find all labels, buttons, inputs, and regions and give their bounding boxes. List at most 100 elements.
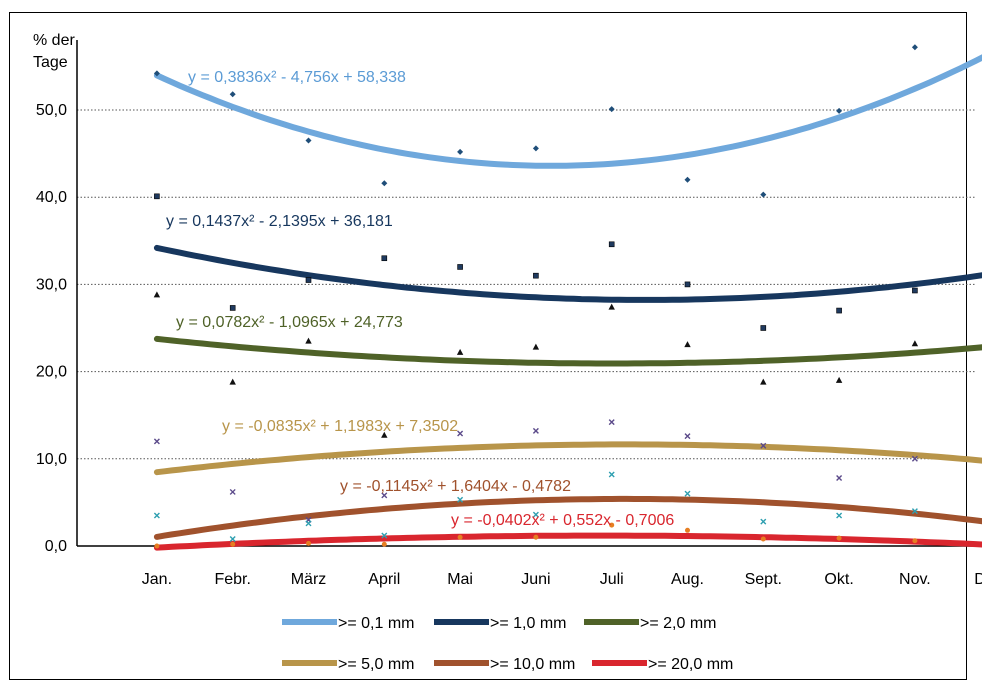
x-tick-label: Juli [600, 571, 624, 588]
data-point [835, 376, 843, 383]
trendline-0 [153, 54, 982, 169]
data-point [153, 512, 160, 519]
data-point [456, 348, 464, 355]
legend-item: >= 2,0 mm [584, 615, 716, 632]
data-point [229, 378, 236, 385]
data-point [684, 176, 691, 183]
x-tick-label: Jan. [142, 571, 172, 588]
data-point [684, 433, 691, 440]
data-point [154, 193, 160, 200]
data-point [381, 431, 388, 438]
x-tick-label: Juni [521, 571, 550, 588]
legend-label: >= 0,1 mm [338, 615, 414, 632]
x-tick-label: Febr. [214, 571, 250, 588]
data-point [836, 512, 843, 519]
data-point [912, 538, 918, 544]
legend-item: >= 1,0 mm [434, 615, 566, 632]
data-point [836, 535, 842, 541]
data-point [229, 488, 236, 495]
data-point [305, 137, 312, 144]
trendline-2 [153, 335, 982, 367]
data-point [836, 474, 843, 481]
data-point [609, 522, 615, 528]
data-point [836, 307, 842, 314]
x-tick-label: Mai [447, 571, 473, 588]
data-point [230, 541, 236, 547]
data-point [533, 272, 539, 279]
trendline-5 [153, 532, 982, 551]
data-point [153, 291, 161, 298]
y-tick-label: 50,0 [36, 102, 67, 119]
y-tick-label: 10,0 [36, 451, 67, 468]
data-point [381, 255, 388, 262]
data-point [457, 264, 463, 270]
data-point [684, 341, 691, 348]
data-point [912, 287, 918, 294]
data-point [608, 471, 615, 478]
data-point [608, 241, 615, 248]
x-tick-label: Okt. [824, 571, 853, 588]
data-point [911, 44, 918, 51]
data-point [532, 427, 539, 434]
legend-label: >= 5,0 mm [338, 656, 414, 673]
trend-equation-0: y = 0,3836x² - 4,756x + 58,338 [188, 69, 406, 86]
y-tick-label: 0,0 [45, 538, 67, 555]
data-point [760, 325, 767, 331]
data-point [911, 508, 918, 515]
y-tick-label: 20,0 [36, 364, 67, 381]
x-tick-label: Dez. [974, 571, 982, 588]
x-tick-label: April [368, 571, 400, 588]
data-point [229, 536, 236, 543]
data-point [457, 430, 464, 437]
trend-equation-2: y = 0,0782x² - 1,0965x + 24,773 [176, 314, 403, 331]
x-tick-label: Sept. [745, 571, 782, 588]
data-point [760, 191, 767, 198]
trendline-3 [153, 441, 982, 476]
data-point [154, 543, 160, 549]
legend-label: >= 10,0 mm [490, 656, 575, 673]
y-tick-label: 40,0 [36, 189, 67, 206]
data-point [760, 518, 767, 525]
legend-item: >= 10,0 mm [434, 656, 575, 673]
data-point [760, 442, 767, 449]
trendline-4 [153, 495, 982, 540]
data-point [381, 180, 388, 187]
data-point [911, 340, 919, 347]
legend-label: >= 20,0 mm [648, 656, 733, 673]
data-point [457, 534, 463, 540]
data-point [153, 438, 160, 445]
data-point [532, 145, 539, 152]
data-point [381, 541, 387, 547]
data-point [305, 337, 312, 344]
data-point [760, 378, 767, 385]
data-point [684, 490, 691, 497]
data-point [153, 70, 160, 77]
data-point [608, 106, 615, 113]
trend-equation-5: y = -0,0402x² + 0,552x - 0,7006 [451, 512, 674, 529]
x-tick-label: März [291, 571, 327, 588]
data-point [911, 455, 918, 462]
y-axis-label-line1: % der [33, 32, 75, 49]
y-axis-label-line2: Tage [33, 54, 68, 71]
data-point [760, 536, 766, 542]
y-tick-label: 30,0 [36, 276, 67, 293]
legend-item: >= 5,0 mm [282, 656, 414, 673]
trend-equation-4: y = -0,1145x² + 1,6404x - 0,4782 [340, 478, 571, 495]
trendline-1 [153, 244, 982, 303]
data-point [306, 540, 311, 546]
legend-item: >= 0,1 mm [282, 615, 414, 632]
data-point [532, 511, 539, 518]
data-point [457, 148, 464, 155]
x-tick-label: Aug. [671, 571, 704, 588]
trend-equation-1: y = 0,1437x² - 2,1395x + 36,181 [166, 213, 393, 230]
x-tick-label: Nov. [899, 571, 931, 588]
legend-item: >= 20,0 mm [592, 656, 733, 673]
data-point [608, 303, 615, 310]
chart-frame [9, 12, 967, 680]
data-point [305, 520, 312, 527]
data-point [457, 496, 464, 503]
legend-label: >= 2,0 mm [640, 615, 716, 632]
data-point [532, 343, 540, 350]
data-point [229, 91, 236, 98]
